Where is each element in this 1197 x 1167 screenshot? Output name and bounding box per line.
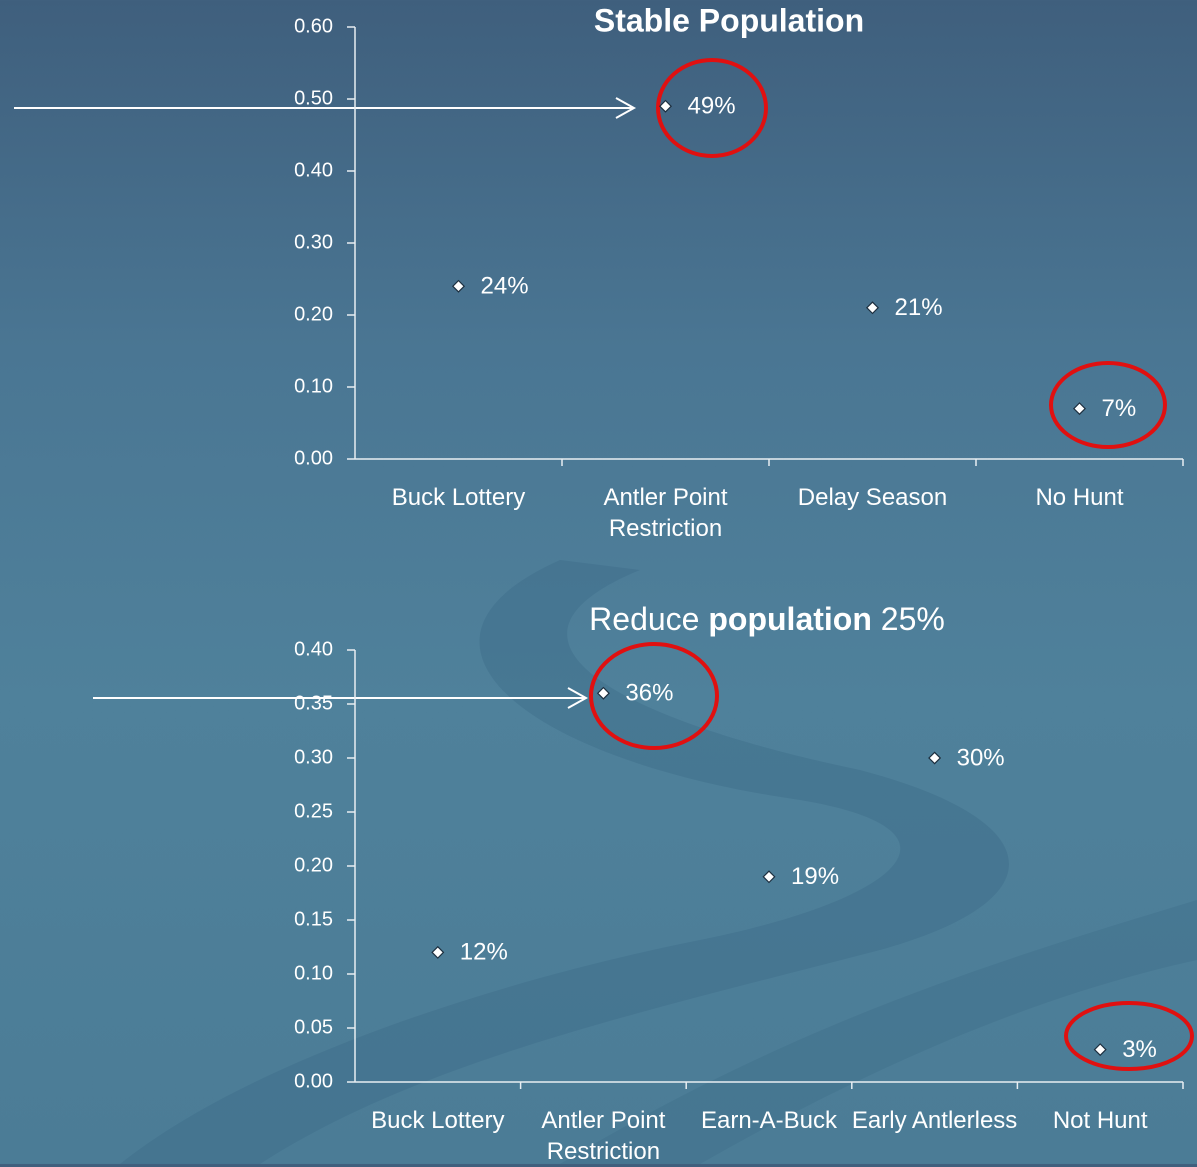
marker xyxy=(1093,1043,1107,1057)
data-label: 30% xyxy=(957,744,1005,771)
data-label: 19% xyxy=(791,863,839,890)
y-tick-label: 0.30 xyxy=(294,746,333,768)
title-part: 25% xyxy=(872,601,945,637)
marker xyxy=(658,99,673,113)
highlight-circle xyxy=(1064,1001,1194,1071)
y-tick-label: 0.40 xyxy=(294,159,333,181)
y-tick-label: 0.00 xyxy=(294,1070,333,1092)
title-part: Reduce xyxy=(589,601,708,637)
y-tick-label: 0.10 xyxy=(294,962,333,984)
data-label: 12% xyxy=(460,939,508,966)
x-tick-label: Delay Season xyxy=(797,484,948,511)
x-tick-label: Buck Lottery xyxy=(371,1107,505,1134)
y-tick-label: 0.30 xyxy=(294,231,333,253)
data-label: 3% xyxy=(1122,1036,1157,1063)
data-label: 24% xyxy=(481,273,529,300)
x-tick-label: Early Antlerless xyxy=(851,1107,1018,1134)
y-tick-label: 0.25 xyxy=(294,800,333,822)
marker xyxy=(596,686,610,700)
highlight-circle xyxy=(1049,361,1167,449)
data-label: 49% xyxy=(688,93,736,120)
y-tick-label: 0.05 xyxy=(294,1016,333,1038)
arrow-head xyxy=(567,687,589,709)
x-tick-label: Not Hunt xyxy=(1052,1107,1148,1134)
marker xyxy=(1072,402,1087,416)
y-tick-label: 0.00 xyxy=(294,447,333,469)
y-tick-label: 0.15 xyxy=(294,908,333,930)
y-tick-label: 0.20 xyxy=(294,854,333,876)
y-tick-label: 0.35 xyxy=(294,692,333,714)
data-label: 7% xyxy=(1102,395,1137,422)
highlight-circle xyxy=(589,642,719,750)
y-tick-label: 0.20 xyxy=(294,303,333,325)
x-tick-label: Earn-A-Buck xyxy=(700,1107,838,1134)
y-tick-label: 0.50 xyxy=(294,87,333,109)
chart-title: Reduce population 25% xyxy=(589,601,945,637)
chart-title: Stable Population xyxy=(594,2,864,38)
title-part: population xyxy=(708,601,872,637)
y-tick-label: 0.40 xyxy=(294,638,333,660)
highlight-circle xyxy=(656,58,768,158)
marker xyxy=(762,870,776,884)
data-label: 21% xyxy=(895,294,943,321)
background-swoosh xyxy=(560,900,1197,1164)
annotations xyxy=(14,97,637,709)
marker xyxy=(431,945,445,959)
highlights xyxy=(589,58,1194,1071)
x-tick-label: No Hunt xyxy=(1035,484,1124,511)
background-swoosh xyxy=(120,560,1009,1164)
marker xyxy=(928,751,942,765)
marker xyxy=(865,301,880,315)
marker xyxy=(451,279,466,293)
y-tick-label: 0.10 xyxy=(294,375,333,397)
arrow-head xyxy=(615,97,637,119)
x-tick-label: Antler Point Restriction xyxy=(541,1107,666,1165)
data-label: 36% xyxy=(625,680,673,707)
x-tick-label: Buck Lottery xyxy=(391,484,526,511)
x-tick-label: Antler Point Restriction xyxy=(603,484,728,542)
y-tick-label: 0.60 xyxy=(294,15,333,37)
